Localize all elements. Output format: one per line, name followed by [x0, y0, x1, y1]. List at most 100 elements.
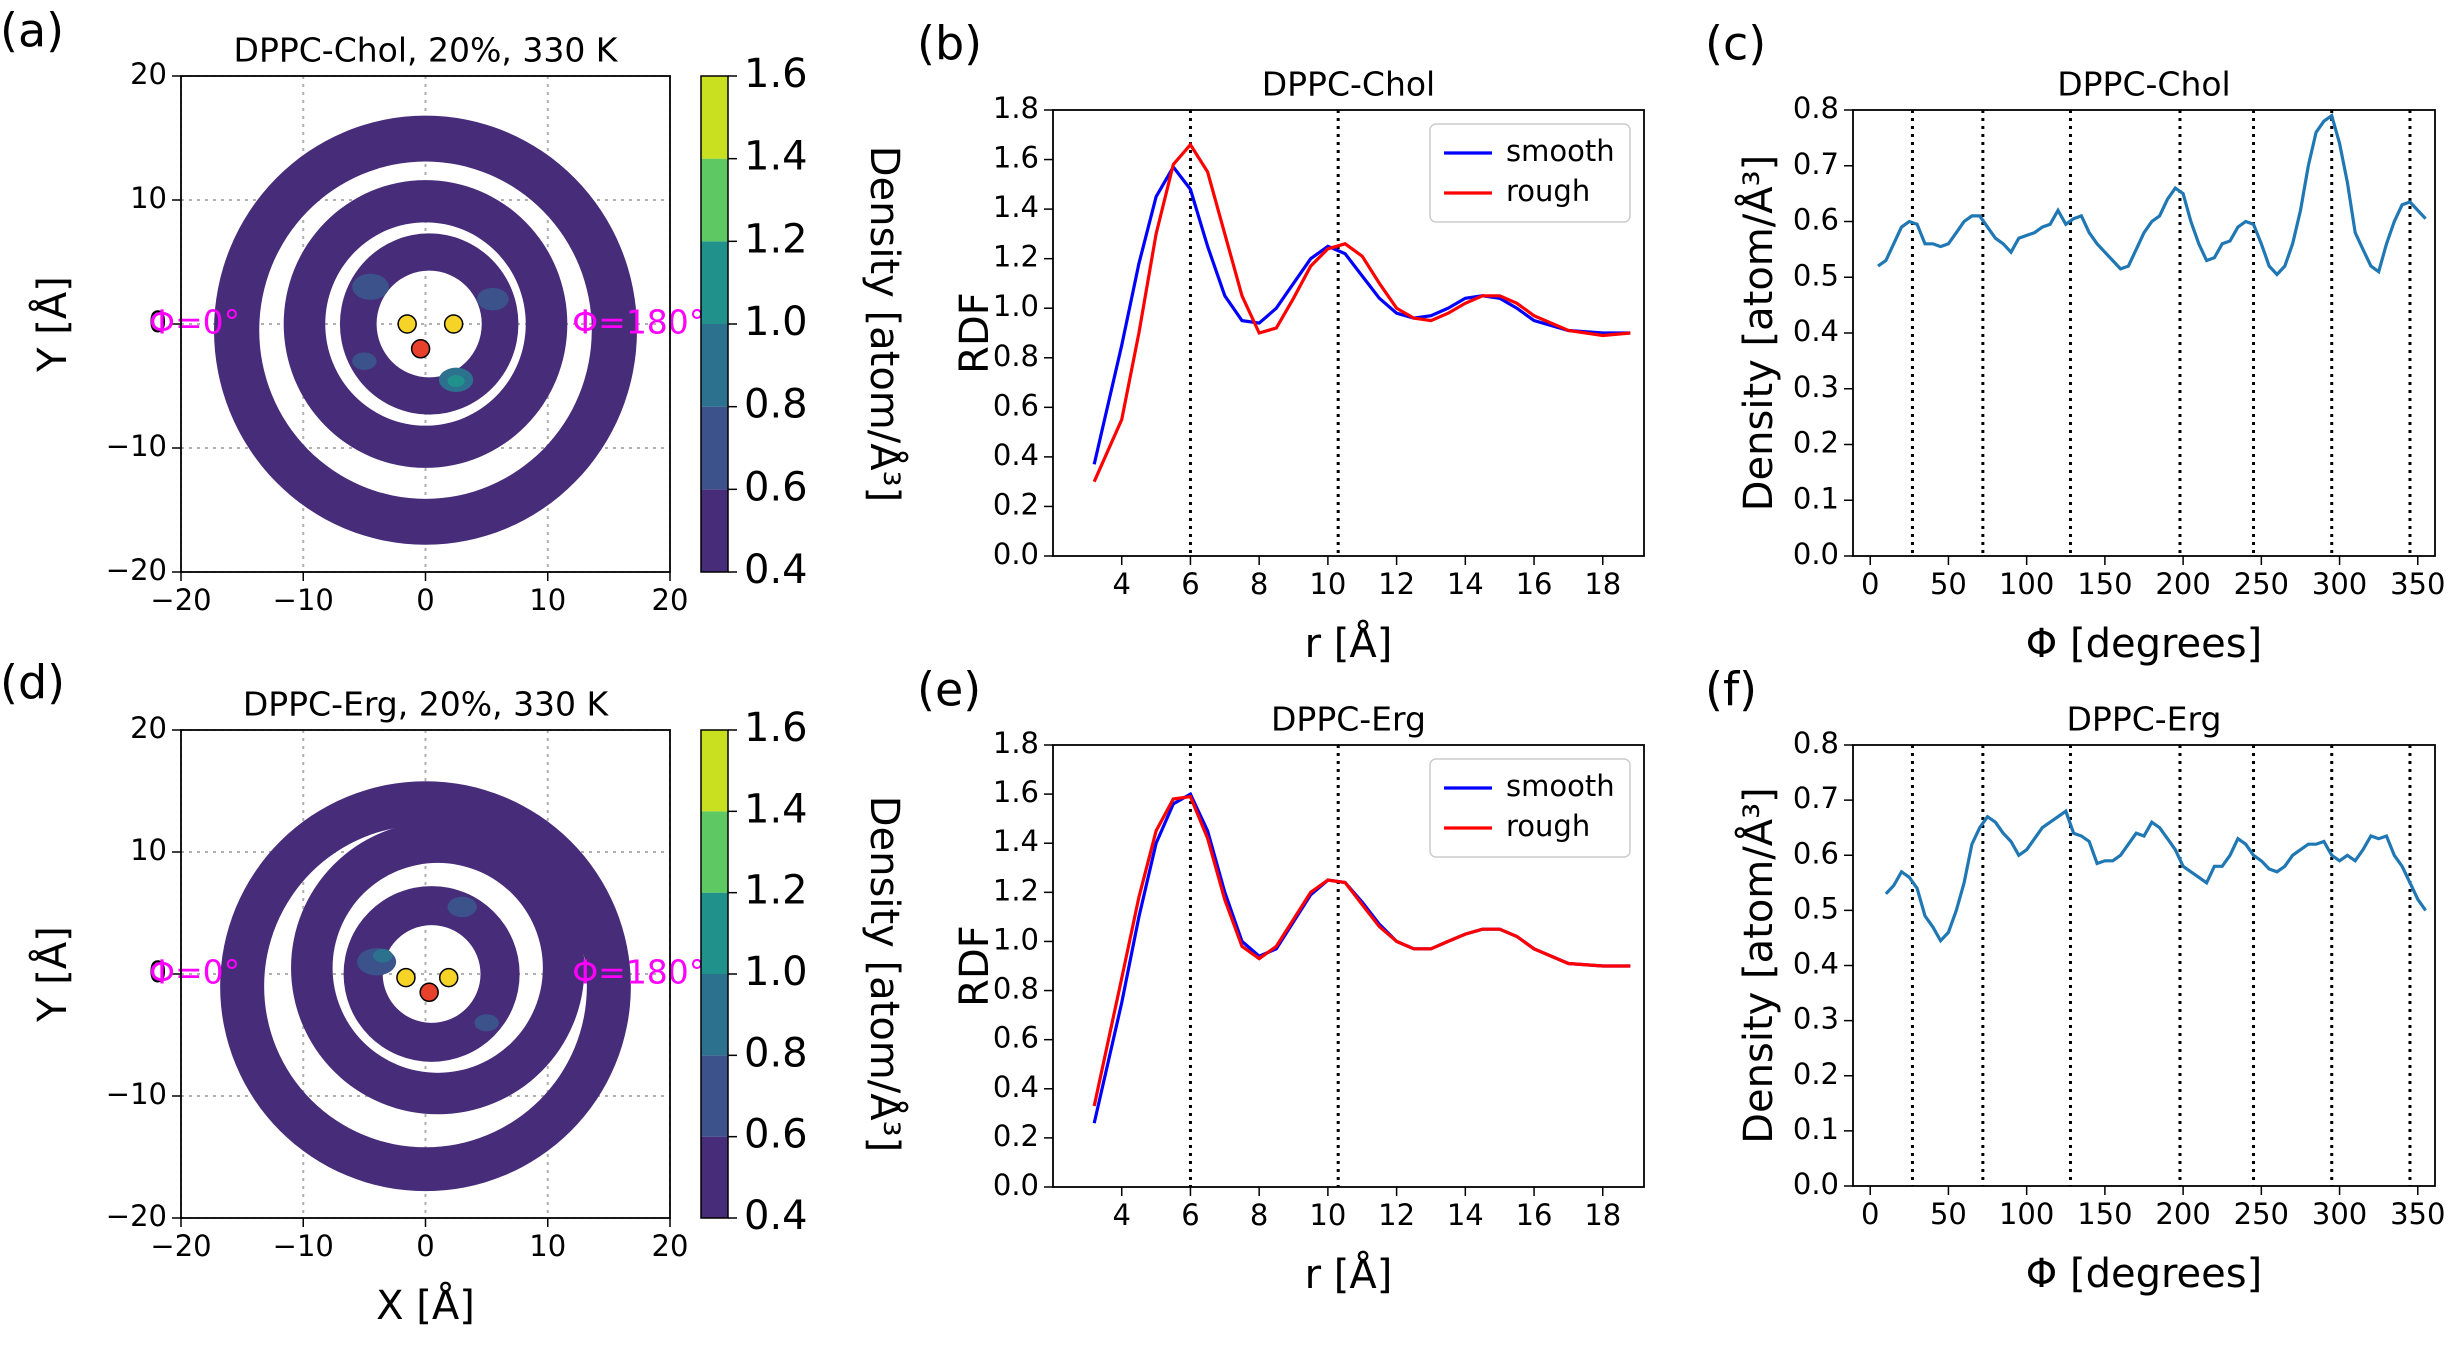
legend-label: smooth: [1506, 769, 1615, 803]
x-tick-label: −10: [273, 1229, 334, 1263]
plot-area: [1092, 110, 1631, 556]
x-tick-label: 250: [2234, 567, 2289, 601]
y-axis-label: RDF: [952, 925, 998, 1007]
y-tick-label: 1.0: [993, 289, 1039, 323]
chart-title: DPPC-Chol: [1262, 65, 1435, 104]
series-line: [1092, 164, 1631, 465]
x-tick-label: −20: [150, 583, 211, 617]
colorbar-segment: [701, 241, 728, 324]
colorbar-tick-label: 0.8: [744, 1030, 808, 1076]
plot-area: [181, 76, 670, 572]
colorbar-label: Density [atom/Å³]: [861, 796, 909, 1153]
colorbar-tick-label: 0.6: [744, 1112, 808, 1158]
x-tick-label: 20: [652, 1229, 689, 1263]
colorbar-segment: [701, 76, 728, 159]
x-axis-label: Φ [degrees]: [2026, 621, 2262, 667]
x-tick-label: 100: [1999, 1197, 2054, 1231]
atom-marker: [397, 314, 417, 334]
annotation: Φ=180°: [572, 953, 705, 992]
x-tick-label: 150: [2077, 1197, 2132, 1231]
x-axis-label: r [Å]: [1305, 1250, 1393, 1298]
y-tick-label: −10: [106, 1077, 167, 1111]
colorbar-tick-label: 1.2: [744, 216, 808, 262]
colorbar-segment: [701, 974, 728, 1056]
x-tick-label: 300: [2312, 1197, 2367, 1231]
annotation: Φ=0°: [149, 953, 240, 992]
x-tick-label: 4: [1112, 1198, 1130, 1232]
chart-title: DPPC-Chol: [2057, 65, 2230, 104]
axes-frame: [180, 75, 671, 573]
density-spot: [352, 273, 389, 300]
y-tick-label: 0.6: [1793, 836, 1839, 870]
y-tick-label: 0.7: [1793, 781, 1839, 815]
y-tick-label: 0: [149, 305, 167, 339]
plot-area: [1092, 745, 1631, 1187]
annotation: Φ=180°: [572, 303, 705, 342]
axes-frame: [1052, 744, 1645, 1188]
x-tick-label: 16: [1516, 567, 1553, 601]
axes-frame: [1852, 744, 2436, 1187]
x-tick-label: 350: [2390, 567, 2445, 601]
y-tick-label: 0.4: [1793, 314, 1839, 348]
y-tick-label: 0.2: [1793, 1057, 1839, 1091]
colorbar-segment: [701, 892, 728, 974]
y-axis-label: Y [Å]: [28, 276, 76, 373]
density-spot: [352, 352, 377, 370]
atom-marker: [443, 314, 464, 334]
y-tick-label: 0.8: [1793, 91, 1839, 125]
x-tick-label: 8: [1250, 567, 1268, 601]
y-tick-label: 0.4: [993, 438, 1039, 472]
legend-label: rough: [1506, 809, 1590, 843]
y-tick-label: 0.3: [1793, 1002, 1839, 1036]
x-tick-label: 10: [1309, 1198, 1346, 1232]
x-tick-label: 50: [1930, 567, 1967, 601]
colorbar-segment: [701, 324, 728, 407]
colorbar-tick-label: 1.6: [744, 51, 808, 97]
colorbar-tick-label: 0.4: [744, 547, 808, 593]
x-tick-label: 6: [1181, 1198, 1199, 1232]
y-tick-label: −10: [106, 429, 167, 463]
y-tick-label: 0.8: [1793, 726, 1839, 760]
series-line: [1092, 794, 1631, 1107]
colorbar-segment: [701, 730, 728, 812]
x-tick-label: 0: [1861, 567, 1879, 601]
colorbar-tick-label: 1.4: [744, 134, 808, 180]
y-tick-label: 10: [130, 181, 167, 215]
y-tick-label: 0.0: [993, 537, 1039, 571]
y-axis-label: Density [atom/Å³]: [1734, 787, 1782, 1144]
x-tick-label: 14: [1447, 567, 1484, 601]
x-tick-label: 150: [2077, 567, 2132, 601]
y-tick-label: 1.4: [993, 824, 1039, 858]
axes-frame: [1852, 109, 2436, 557]
x-tick-label: 200: [2155, 567, 2210, 601]
colorbar-segment: [701, 489, 728, 572]
atom-marker: [419, 982, 439, 1003]
y-tick-label: −20: [106, 553, 167, 587]
colorbar-tick-label: 0.4: [744, 1193, 808, 1239]
y-axis-label: Y [Å]: [28, 926, 76, 1023]
x-tick-label: 250: [2234, 1197, 2289, 1231]
x-axis-label: X [Å]: [376, 1281, 475, 1329]
series-line: [1884, 808, 2427, 944]
colorbar-segment: [701, 811, 728, 893]
annotation: Φ=0°: [149, 303, 240, 342]
colorbar-label: Density [atom/Å³]: [861, 146, 909, 503]
plot-area: [1884, 745, 2427, 1186]
y-tick-label: −20: [106, 1199, 167, 1233]
y-tick-label: 1.2: [993, 873, 1039, 907]
series-line: [1092, 142, 1631, 483]
colorbar-segment: [701, 1136, 728, 1218]
y-tick-label: 0.6: [993, 388, 1039, 422]
panel-label: (e): [917, 663, 981, 717]
panel-label: (d): [0, 656, 65, 710]
x-tick-label: 0: [416, 1229, 434, 1263]
density-ring: [283, 180, 568, 468]
y-tick-label: 0.5: [1793, 258, 1839, 292]
x-tick-label: 12: [1378, 1198, 1415, 1232]
y-tick-label: 0.1: [1793, 1112, 1839, 1146]
x-tick-label: 18: [1584, 1198, 1621, 1232]
y-tick-label: 0.0: [1793, 537, 1839, 571]
y-tick-label: 0.2: [993, 487, 1039, 521]
y-tick-label: 0.6: [993, 1021, 1039, 1055]
x-tick-label: 14: [1447, 1198, 1484, 1232]
